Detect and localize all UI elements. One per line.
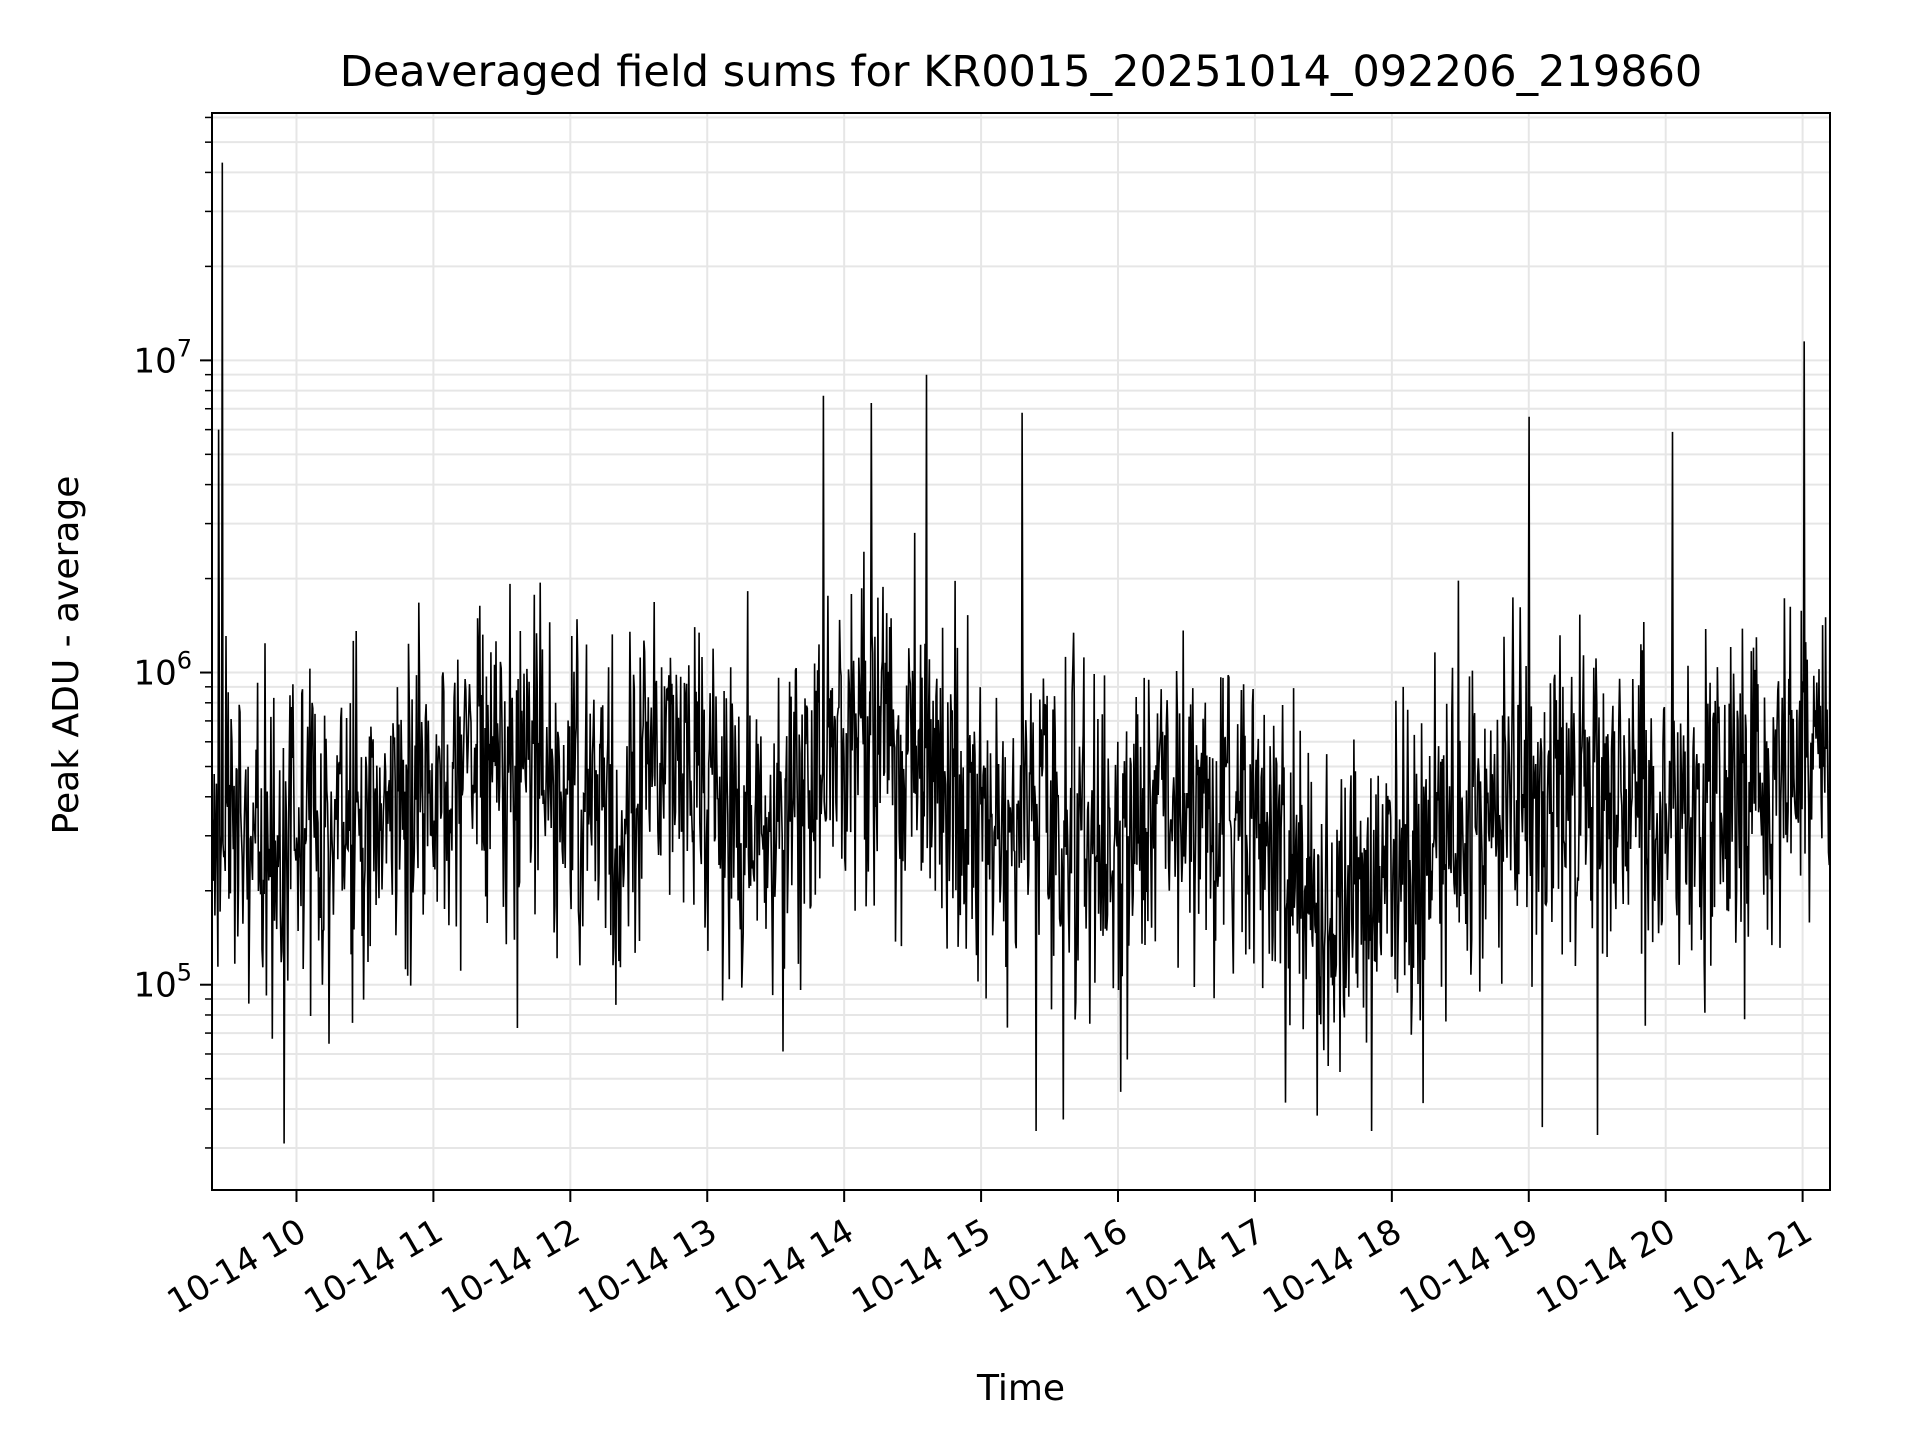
x-tick-label: 10-14 16 [982,1211,1134,1322]
x-axis-label: Time [976,1368,1065,1409]
x-tick-label: 10-14 12 [434,1211,586,1322]
series-line [212,162,1830,1144]
x-tick-label: 10-14 13 [571,1211,723,1322]
x-tick-label: 10-14 19 [1393,1211,1545,1322]
x-tick-label: 10-14 14 [708,1211,860,1322]
x-tick-label: 10-14 20 [1530,1211,1682,1322]
y-tick-label: 105 [133,959,192,1006]
y-tick-label: 107 [133,334,192,381]
chart-title: Deaveraged field sums for KR0015_2025101… [340,47,1703,97]
x-tick-label: 10-14 21 [1667,1211,1819,1322]
y-axis-label: Peak ADU - average [46,476,87,835]
x-tick-label: 10-14 17 [1119,1211,1271,1322]
y-tick-label: 106 [133,647,192,694]
plot-frame [211,112,1831,1191]
x-tick-label: 10-14 11 [298,1211,450,1322]
x-tick-label: 10-14 15 [845,1211,997,1322]
x-tick-label: 10-14 18 [1256,1211,1408,1322]
x-tick-label: 10-14 10 [161,1211,313,1322]
series-layer [212,162,1830,1144]
